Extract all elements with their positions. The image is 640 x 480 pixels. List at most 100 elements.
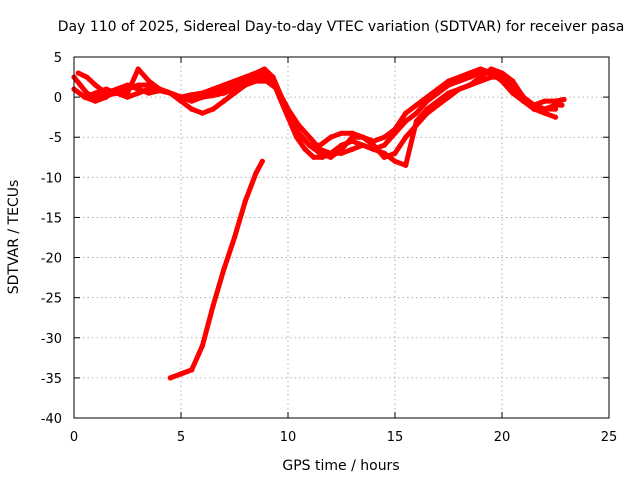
data-point [424, 94, 430, 100]
data-point [296, 130, 302, 136]
data-point [371, 146, 377, 152]
data-point [445, 90, 452, 96]
x-tick-label: 15 [387, 430, 404, 445]
data-point [178, 371, 184, 377]
data-point [478, 66, 484, 72]
data-point [467, 82, 473, 88]
data-point [264, 78, 270, 84]
data-point [82, 94, 88, 100]
data-point [381, 142, 387, 148]
data-point [287, 118, 293, 124]
series-line-track-e [167, 158, 265, 381]
data-point [552, 102, 559, 108]
data-point [542, 106, 548, 112]
y-tick-label: -15 [41, 211, 62, 226]
data-point [210, 303, 216, 309]
data-point [210, 92, 216, 99]
data-point [520, 94, 527, 100]
data-point [114, 90, 120, 96]
y-tick-label: -25 [41, 292, 62, 307]
data-point [328, 134, 334, 140]
x-tick-label: 5 [177, 430, 185, 445]
data-point [306, 134, 312, 140]
data-point [84, 74, 90, 80]
data-point [413, 118, 419, 124]
data-point [178, 98, 184, 104]
y-tick-label: -35 [41, 372, 62, 387]
data-point [561, 96, 567, 103]
data-point [445, 78, 452, 84]
grid-layer [74, 57, 609, 418]
data-point [381, 134, 387, 140]
data-point [124, 94, 131, 100]
tick-layer: 0 5 10 15 20 25 5 0 -5 -10 -15 -20 -25 -30 -35 -40 [41, 51, 618, 445]
data-point [392, 158, 398, 164]
x-tick-label: 0 [70, 430, 78, 445]
data-point [306, 142, 312, 148]
data-point [478, 78, 484, 84]
data-point [221, 82, 227, 88]
data-point [403, 110, 409, 116]
data-point [435, 98, 441, 104]
data-point [253, 170, 259, 176]
data-point [542, 110, 548, 116]
data-point [413, 110, 419, 116]
x-tick-label: 10 [280, 430, 297, 445]
data-point [403, 162, 409, 168]
y-axis-label: SDTVAR / TECUs [6, 180, 22, 295]
data-point [146, 78, 152, 84]
plot-frame [73, 56, 610, 419]
data-point [360, 134, 366, 140]
data-point [381, 150, 387, 156]
data-point [189, 98, 195, 104]
data-point [296, 122, 302, 128]
y-tick-label: 0 [54, 91, 62, 106]
data-point [135, 66, 141, 72]
x-axis-label: GPS time / hours [282, 458, 399, 474]
data-point [392, 150, 398, 156]
data-point [270, 74, 276, 80]
data-point [403, 134, 409, 140]
data-point [135, 90, 141, 96]
data-point [92, 90, 98, 96]
data-point [210, 106, 216, 112]
data-point [178, 94, 184, 100]
data-point [552, 106, 559, 112]
data-point [146, 86, 152, 92]
data-point [531, 102, 537, 108]
data-point [510, 90, 516, 96]
data-point [253, 70, 259, 76]
data-point [199, 110, 205, 116]
data-point [499, 74, 505, 80]
data-point [499, 70, 505, 76]
data-point [103, 94, 109, 100]
data-point [75, 70, 81, 76]
data-point [124, 82, 131, 88]
y-tick-label: 5 [54, 51, 62, 66]
data-point [488, 74, 494, 80]
data-point [302, 146, 308, 152]
data-point [221, 90, 227, 96]
data-point [231, 234, 238, 241]
x-tick-label: 20 [494, 430, 511, 445]
data-point [221, 266, 227, 273]
data-point [259, 158, 265, 164]
data-point [221, 98, 227, 104]
data-point [167, 375, 173, 381]
series-layer [71, 66, 567, 381]
y-tick-label: -10 [41, 171, 62, 186]
data-point [242, 74, 248, 80]
data-point [311, 154, 317, 160]
data-point [328, 154, 334, 160]
y-tick-label: -5 [49, 131, 62, 146]
data-point [349, 146, 355, 152]
data-point [210, 86, 216, 92]
data-point [338, 150, 345, 156]
data-point [77, 82, 84, 88]
data-point [274, 86, 280, 92]
data-point [542, 98, 548, 104]
data-point [510, 82, 516, 88]
data-point [349, 130, 355, 136]
